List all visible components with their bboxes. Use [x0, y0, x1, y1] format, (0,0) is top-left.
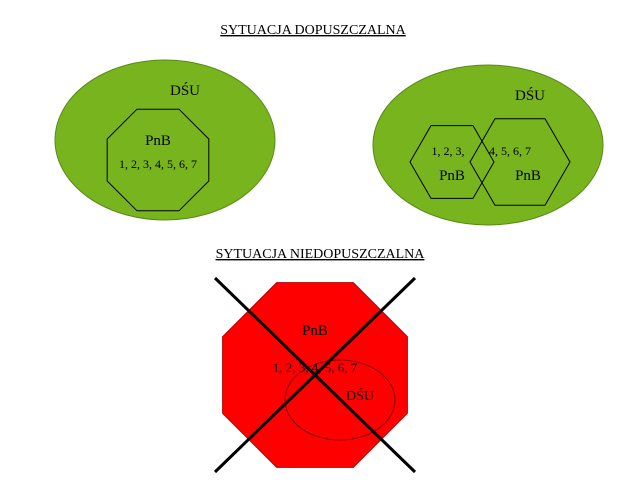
bottom-dsu-label: DŚU [346, 387, 374, 404]
title-unacceptable: SYTUACJA NIEDOPUSZCZALNA [216, 247, 426, 262]
bottom-pnb-label: PnB [302, 323, 328, 339]
left-pnb-label: PnB [145, 133, 171, 149]
title-acceptable: SYTUACJA DOPUSZCZALNA [220, 23, 406, 38]
right-dsu-ellipse [373, 65, 603, 225]
right-pnb-label-2: PnB [515, 168, 541, 184]
left-dsu-label: DŚU [170, 82, 200, 99]
left-numbers: 1, 2, 3, 4, 5, 6, 7 [119, 157, 197, 171]
right-pnb-label-1: PnB [439, 168, 465, 184]
right-dsu-label: DŚU [515, 87, 545, 104]
right-numbers-1: 1, 2, 3, [432, 144, 465, 158]
right-numbers-2: 4, 5, 6, 7 [489, 144, 531, 158]
